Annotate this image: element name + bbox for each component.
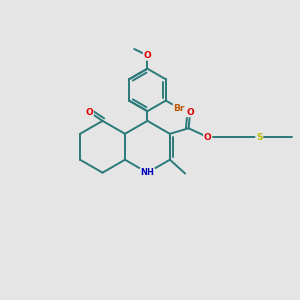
Text: O: O <box>143 51 151 60</box>
Text: S: S <box>256 133 262 142</box>
Text: NH: NH <box>140 168 154 177</box>
Text: Br: Br <box>173 104 185 113</box>
Text: O: O <box>204 133 212 142</box>
Text: O: O <box>85 107 93 116</box>
Text: O: O <box>186 108 194 117</box>
